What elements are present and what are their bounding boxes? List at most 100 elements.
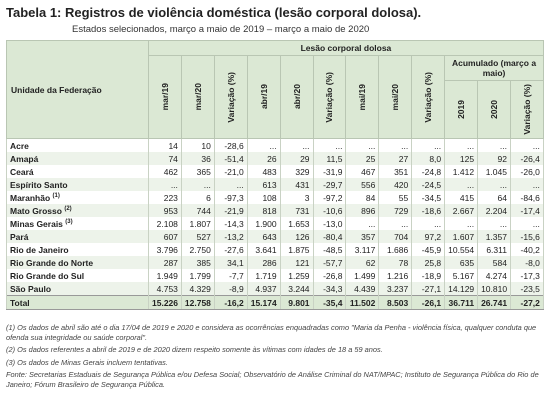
value-cell: ... xyxy=(477,138,511,152)
state-cell: Maranhão (1) xyxy=(6,191,149,204)
value-cell: ... xyxy=(378,217,413,230)
header-row: mar/19 mar/20 Variação (%) abr/19 abr/20 Vari… xyxy=(7,55,544,139)
value-cell: 8,0 xyxy=(411,152,446,165)
state-cell: Rio Grande do Norte xyxy=(6,256,149,269)
value-cell: 10.810 xyxy=(477,282,511,296)
accumulated-header: Acumulado (março a maio) xyxy=(444,55,544,81)
state-name: Total xyxy=(10,297,30,308)
footnote: (2) Os dados referentes a abril de 2019 … xyxy=(6,345,383,354)
value-cell: ... xyxy=(477,217,511,230)
value-cell: 121 xyxy=(279,256,314,269)
value-cell: 1.686 xyxy=(378,243,413,256)
row-header: Unidade da Federação xyxy=(6,40,149,139)
value-cell: 953 xyxy=(148,204,182,217)
value-cell: 14 xyxy=(148,138,182,152)
value-cell: 704 xyxy=(378,230,413,243)
value-cell: 818 xyxy=(246,204,281,217)
table-row: Minas Gerais (3) 2.108 1.807 -14,3 1.900 1.65… xyxy=(6,217,544,230)
table-row: São Paulo 4.753 4.329 -8,9 4.937 3.244 -34,3 4.… xyxy=(6,282,544,296)
value-cell: -26,0 xyxy=(509,165,544,178)
state-name: Maranhão xyxy=(10,192,51,203)
value-cell: 287 xyxy=(148,256,182,269)
state-cell: Total xyxy=(6,295,149,310)
value-cell: -80,4 xyxy=(312,230,347,243)
value-cell: 3.796 xyxy=(148,243,182,256)
value-cell: 1.607 xyxy=(444,230,479,243)
column-header: mai/20 xyxy=(378,55,413,139)
value-cell: 25 xyxy=(345,152,380,165)
value-cell: 1.045 xyxy=(477,165,511,178)
value-cell: -31,9 xyxy=(312,165,347,178)
value-cell: 26.741 xyxy=(477,295,511,310)
column-label: abr/19 xyxy=(258,84,269,110)
value-cell: 357 xyxy=(345,230,380,243)
value-cell: 5.167 xyxy=(444,269,479,282)
value-cell: 36.711 xyxy=(444,295,479,310)
value-cell: -35,4 xyxy=(312,295,347,310)
state-cell: Minas Gerais (3) xyxy=(6,217,149,230)
column-label: mai/19 xyxy=(357,83,368,111)
value-cell: -13,0 xyxy=(312,217,347,230)
value-cell: 462 xyxy=(148,165,182,178)
value-cell: 4.439 xyxy=(345,282,380,296)
table-row: Pará 607 527 -13,2 643 126 -80,4 357 704 97,2 1.60… xyxy=(6,230,544,243)
value-cell: 385 xyxy=(180,256,215,269)
column-header: Variação (%) xyxy=(312,55,347,139)
header-row: 2019 2020 Variação (%) xyxy=(7,80,544,139)
table-row: Rio Grande do Sul 1.949 1.799 -7,7 1.719 1.25… xyxy=(6,269,544,282)
subtitle: Estados selecionados, março a maio de 20… xyxy=(72,24,370,35)
value-cell: 25,8 xyxy=(411,256,446,269)
value-cell: -15,6 xyxy=(509,230,544,243)
value-cell: 223 xyxy=(148,191,182,204)
value-cell: -97,2 xyxy=(312,191,347,204)
value-cell: -23,5 xyxy=(509,282,544,296)
value-cell: -21,9 xyxy=(213,204,248,217)
value-cell: -26,8 xyxy=(312,269,347,282)
value-cell: -18,9 xyxy=(411,269,446,282)
value-cell: -28,6 xyxy=(213,138,248,152)
state-cell: São Paulo xyxy=(6,282,149,296)
value-cell: 10.554 xyxy=(444,243,479,256)
value-cell: 15.226 xyxy=(148,295,182,310)
value-cell: -48,5 xyxy=(312,243,347,256)
value-cell: -51,4 xyxy=(213,152,248,165)
value-cell: ... xyxy=(345,217,380,230)
state-name: Mato Grosso xyxy=(10,205,62,216)
value-cell: -13,2 xyxy=(213,230,248,243)
value-cell: 731 xyxy=(279,204,314,217)
column-label: abr/20 xyxy=(291,84,302,110)
column-label: Variação (%) xyxy=(225,71,236,123)
column-label: Variação (%) xyxy=(521,84,532,135)
state-name: Rio de Janeiro xyxy=(10,244,69,255)
value-cell: -7,7 xyxy=(213,269,248,282)
value-cell: 15.174 xyxy=(246,295,281,310)
value-cell: ... xyxy=(378,138,413,152)
column-header: mai/19 xyxy=(345,55,380,139)
value-cell: ... xyxy=(509,178,544,191)
value-cell: 556 xyxy=(345,178,380,191)
state-cell: Mato Grosso (2) xyxy=(6,204,149,217)
value-cell: ... xyxy=(279,138,314,152)
value-cell: 6 xyxy=(180,191,215,204)
value-cell: -26,4 xyxy=(509,152,544,165)
value-cell: ... xyxy=(444,138,479,152)
value-cell: -27,6 xyxy=(213,243,248,256)
value-cell: -34,5 xyxy=(411,191,446,204)
value-cell: 613 xyxy=(246,178,281,191)
value-cell: 1.900 xyxy=(246,217,281,230)
value-cell: -8,9 xyxy=(213,282,248,296)
value-cell: 10 xyxy=(180,138,215,152)
value-cell: -8,0 xyxy=(509,256,544,269)
value-cell: 1.653 xyxy=(279,217,314,230)
value-cell: 351 xyxy=(378,165,413,178)
value-cell: 607 xyxy=(148,230,182,243)
value-cell: 74 xyxy=(148,152,182,165)
value-cell: 744 xyxy=(180,204,215,217)
value-cell: -10,6 xyxy=(312,204,347,217)
column-label: 2019 xyxy=(456,100,467,119)
value-cell: 1.799 xyxy=(180,269,215,282)
value-cell: ... xyxy=(180,178,215,191)
value-cell: -97,3 xyxy=(213,191,248,204)
table-row: Espírito Santo......... 613 431 -29,7 556 420… xyxy=(6,178,544,191)
